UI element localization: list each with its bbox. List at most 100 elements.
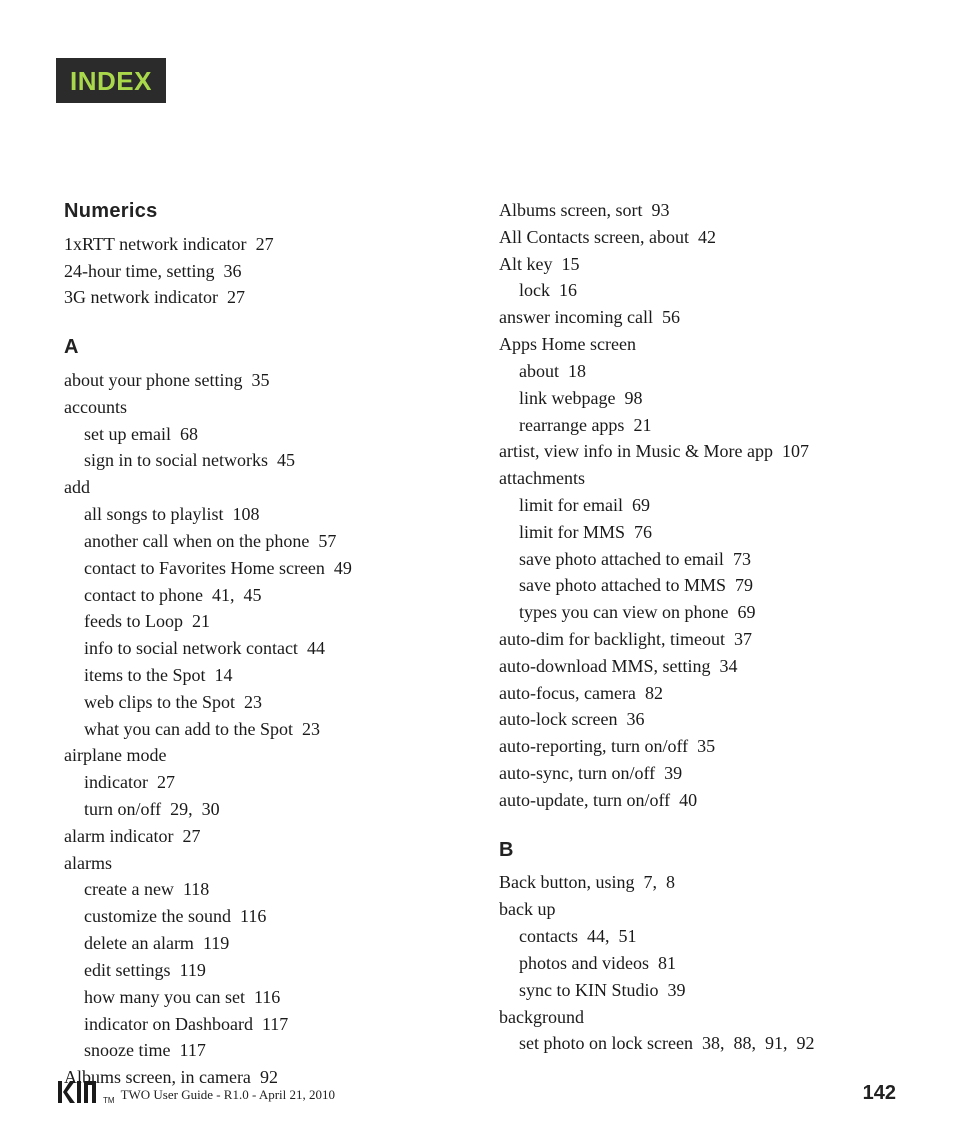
index-subentry: feeds to Loop 21 xyxy=(64,608,461,635)
index-page-ref[interactable]: 36 xyxy=(223,261,241,281)
index-page-ref[interactable]: 14 xyxy=(215,665,233,685)
index-page-ref[interactable]: 27 xyxy=(157,772,175,792)
index-page-ref[interactable]: 8 xyxy=(666,872,675,892)
index-page-ref[interactable]: 79 xyxy=(735,575,753,595)
index-entry-text: contact to phone xyxy=(84,585,203,605)
index-page-ref[interactable]: 39 xyxy=(668,980,686,1000)
index-entry-line: what you can add to the Spot 23 xyxy=(84,716,461,743)
index-column-left: Numerics1xRTT network indicator 2724-hou… xyxy=(64,197,461,1091)
index-entry-line: auto-sync, turn on/off 39 xyxy=(499,760,896,787)
index-page-ref[interactable]: 44 xyxy=(307,638,325,658)
index-page-ref[interactable]: 7 xyxy=(644,872,653,892)
index-page-ref[interactable]: 45 xyxy=(277,450,295,470)
index-entry: alarm indicator 27 xyxy=(64,823,461,850)
index-page-ref[interactable]: 41 xyxy=(212,585,230,605)
index-entry-line: another call when on the phone 57 xyxy=(84,528,461,555)
index-subentry: types you can view on phone 69 xyxy=(499,599,896,626)
index-subentry: edit settings 119 xyxy=(64,957,461,984)
index-entry-text: background xyxy=(499,1007,584,1027)
index-page-ref[interactable]: 69 xyxy=(737,602,755,622)
index-entry-text: alarms xyxy=(64,853,112,873)
index-page-ref[interactable]: 23 xyxy=(302,719,320,739)
page-separator: , xyxy=(230,585,244,605)
footer-left: TM TWO User Guide - R1.0 - April 21, 201… xyxy=(58,1079,335,1105)
index-entry-text: 3G network indicator xyxy=(64,287,218,307)
index-page-ref[interactable]: 42 xyxy=(698,227,716,247)
index-page-ref[interactable]: 35 xyxy=(251,370,269,390)
index-page-ref[interactable]: 69 xyxy=(632,495,650,515)
index-page-ref[interactable]: 49 xyxy=(334,558,352,578)
index-subentry: another call when on the phone 57 xyxy=(64,528,461,555)
index-page-ref[interactable]: 88 xyxy=(733,1033,751,1053)
index-page-ref[interactable]: 37 xyxy=(734,629,752,649)
index-subentry: photos and videos 81 xyxy=(499,950,896,977)
index-entry-line: add xyxy=(64,474,461,501)
index-entry-text: accounts xyxy=(64,397,127,417)
index-page-ref[interactable]: 117 xyxy=(179,1040,205,1060)
index-page-ref[interactable]: 107 xyxy=(782,441,809,461)
index-page-ref[interactable]: 116 xyxy=(254,987,280,1007)
index-page-ref[interactable]: 82 xyxy=(645,683,663,703)
index-entry-text: 1xRTT network indicator xyxy=(64,234,247,254)
index-page-ref[interactable]: 35 xyxy=(697,736,715,756)
index-entry-line: rearrange apps 21 xyxy=(519,412,896,439)
index-page-ref[interactable]: 118 xyxy=(183,879,209,899)
index-entry: addall songs to playlist 108another call… xyxy=(64,474,461,742)
index-entry-line: Alt key 15 xyxy=(499,251,896,278)
index-page-ref[interactable]: 76 xyxy=(634,522,652,542)
index-page-ref[interactable]: 16 xyxy=(559,280,577,300)
index-entry-line: turn on/off 29, 30 xyxy=(84,796,461,823)
index-page-ref[interactable]: 29 xyxy=(170,799,188,819)
index-page-ref[interactable]: 45 xyxy=(243,585,261,605)
index-page-ref[interactable]: 51 xyxy=(618,926,636,946)
index-page-ref[interactable]: 38 xyxy=(702,1033,720,1053)
index-entry-text: about your phone setting xyxy=(64,370,242,390)
index-page-ref[interactable]: 18 xyxy=(568,361,586,381)
index-page-ref[interactable]: 34 xyxy=(720,656,738,676)
index-page-ref[interactable]: 108 xyxy=(233,504,260,524)
index-page-ref[interactable]: 68 xyxy=(180,424,198,444)
page: INDEX Numerics1xRTT network indicator 27… xyxy=(0,0,954,1145)
index-entry-text: sign in to social networks xyxy=(84,450,268,470)
index-page-ref[interactable]: 27 xyxy=(227,287,245,307)
index-page-ref[interactable]: 119 xyxy=(203,933,229,953)
index-page-ref[interactable]: 27 xyxy=(182,826,200,846)
index-page-ref[interactable]: 57 xyxy=(318,531,336,551)
index-subentry: contact to phone 41, 45 xyxy=(64,582,461,609)
index-section-heading: B xyxy=(499,836,896,866)
index-page-ref[interactable]: 15 xyxy=(562,254,580,274)
index-entry: 24-hour time, setting 36 xyxy=(64,258,461,285)
index-subentry: web clips to the Spot 23 xyxy=(64,689,461,716)
index-page-ref[interactable]: 81 xyxy=(658,953,676,973)
index-page-ref[interactable]: 21 xyxy=(192,611,210,631)
index-page-ref[interactable]: 117 xyxy=(262,1014,288,1034)
index-entry: attachmentslimit for email 69limit for M… xyxy=(499,465,896,626)
index-page-ref[interactable]: 92 xyxy=(796,1033,814,1053)
index-page-ref[interactable]: 91 xyxy=(765,1033,783,1053)
index-entry-text: what you can add to the Spot xyxy=(84,719,293,739)
index-page-ref[interactable]: 23 xyxy=(244,692,262,712)
page-separator: , xyxy=(653,872,667,892)
index-entry-line: link webpage 98 xyxy=(519,385,896,412)
index-page-ref[interactable]: 116 xyxy=(240,906,266,926)
index-entry-line: indicator on Dashboard 117 xyxy=(84,1011,461,1038)
index-entry-text: contact to Favorites Home screen xyxy=(84,558,325,578)
index-entry-line: alarm indicator 27 xyxy=(64,823,461,850)
index-entry-text: save photo attached to MMS xyxy=(519,575,726,595)
index-page-ref[interactable]: 98 xyxy=(624,388,642,408)
index-page-ref[interactable]: 93 xyxy=(651,200,669,220)
index-page-ref[interactable]: 56 xyxy=(662,307,680,327)
index-page-ref[interactable]: 44 xyxy=(587,926,605,946)
index-page-ref[interactable]: 119 xyxy=(180,960,206,980)
index-entry: auto-dim for backlight, timeout 37 xyxy=(499,626,896,653)
index-page-ref[interactable]: 39 xyxy=(664,763,682,783)
index-entry: back upcontacts 44, 51photos and videos … xyxy=(499,896,896,1003)
index-page-ref[interactable]: 40 xyxy=(679,790,697,810)
index-page-ref[interactable]: 21 xyxy=(633,415,651,435)
index-entry-text: airplane mode xyxy=(64,745,166,765)
index-page-ref[interactable]: 36 xyxy=(626,709,644,729)
index-page-ref[interactable]: 27 xyxy=(256,234,274,254)
index-page-ref[interactable]: 73 xyxy=(733,549,751,569)
index-entry: Apps Home screenabout 18link webpage 98r… xyxy=(499,331,896,438)
index-page-ref[interactable]: 30 xyxy=(202,799,220,819)
